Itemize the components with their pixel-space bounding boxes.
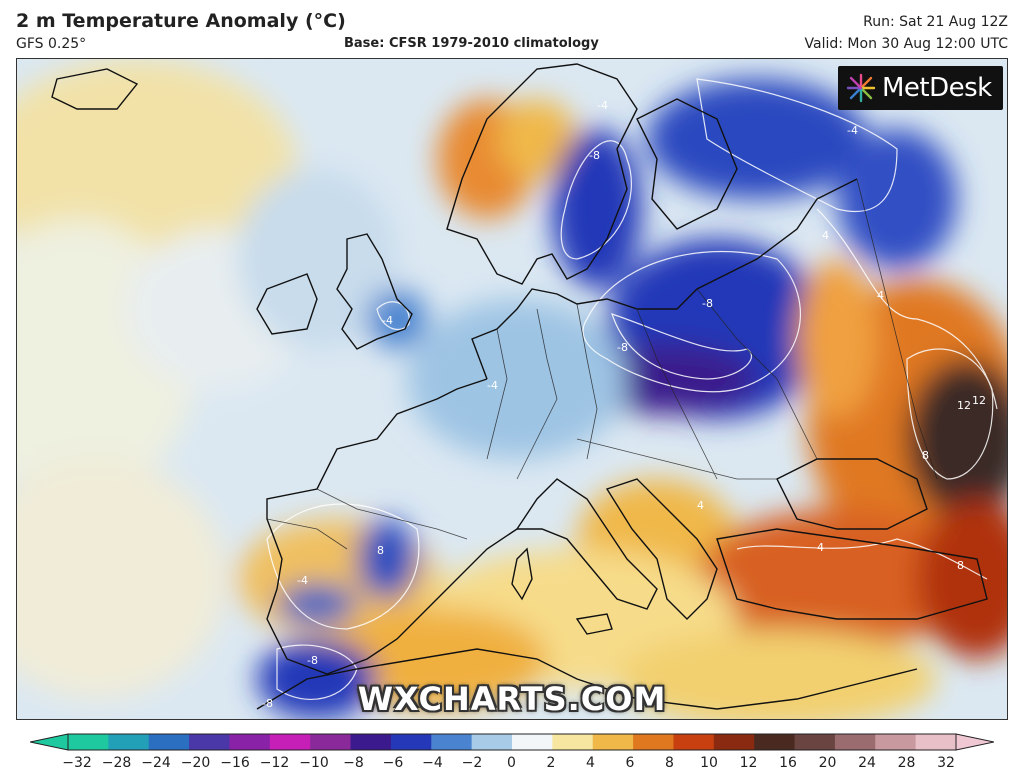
contour-label: 8 [377,544,384,557]
colorbar-tick-label: 32 [937,755,955,771]
colorbar-segment [875,734,917,750]
colorbar-segment [390,734,432,750]
contour-label: 4 [697,499,704,512]
colorbar-segment [148,734,190,750]
colorbar-segment [68,734,109,750]
run-time-label: Run: Sat 21 Aug 12Z [863,14,1008,30]
contour-label: 12 [972,394,986,407]
contour-label: -8 [589,149,600,162]
colorbar-tick-label: −10 [299,755,329,771]
contour-label: -8 [307,654,318,667]
logo-text: MetDesk [882,73,992,103]
contour-label: 8 [957,559,964,572]
contour-label: 12 [957,399,971,412]
contour-label: -4 [297,574,308,587]
colorbar-segment [915,734,957,750]
colorbar-low-arrow [30,733,69,751]
watermark: WXCHARTS.COM [357,680,667,718]
colorbar-tick-label: 8 [665,755,674,771]
colorbar-tick-label: 6 [625,755,635,771]
colorbar-tick-label: 16 [779,755,797,771]
colorbar-segment [108,734,150,750]
colorbar-segment [310,734,352,750]
country-borders [266,178,938,550]
climatology-base-label: Base: CFSR 1979-2010 climatology [344,36,599,51]
contour-labels: -4 -8 -4 -4 -8 -8 -4 4 4 8 12 12 8 4 8 -… [262,99,986,710]
colorbar-segment [633,734,674,750]
colorbar-tick-label: −2 [461,755,483,771]
colorbar-segment [471,734,513,750]
colorbar-segment [713,734,755,750]
contour-label: -4 [847,124,858,137]
colorbar-ticks: −32 −28 −24 −20 −16 −12 −10 −8 −6 −4 −2 0 2 4 6 8 10 12 16… [0,755,1024,779]
contour-label: 4 [822,229,829,242]
colorbar-tick-label: −20 [180,755,211,771]
contour-label: -8 [617,341,628,354]
contour-label: -4 [487,379,498,392]
contour-label: 4 [877,289,884,302]
colorbar-high-arrow [955,733,994,751]
colorbar-segment [229,734,271,750]
contour-label: -8 [702,297,713,310]
chart-title: 2 m Temperature Anomaly (°C) [16,10,346,32]
colorbar-segment [592,734,634,750]
model-label: GFS 0.25° [16,36,87,52]
colorbar-tick-label: −24 [141,755,171,771]
contour-label: -4 [597,99,608,112]
contour-label: -4 [382,314,393,327]
colorbar-segment [552,734,594,750]
metdesk-starburst-icon [846,73,876,103]
colorbar-tick-label: 20 [818,755,837,771]
contour-label: 4 [817,541,824,554]
colorbar-tick-label: −28 [101,755,132,771]
colorbar-tick-label: −12 [259,755,290,771]
anomaly-map: -4 -8 -4 -4 -8 -8 -4 4 4 8 12 12 8 4 8 -… [16,58,1008,720]
colorbar [30,733,994,751]
chart-header: 2 m Temperature Anomaly (°C) GFS 0.25° B… [0,0,1024,58]
colorbar-tick-label: 10 [700,755,718,771]
colorbar-tick-label: 12 [739,755,758,771]
contour-label: -8 [262,697,273,710]
colorbar-segment [269,734,311,750]
colorbar-tick-label: −16 [220,755,250,771]
contour-lines [266,78,998,700]
colorbar-segment [431,734,473,750]
colorbar-tick-label: −6 [382,755,404,771]
colorbar-segment [673,734,715,750]
colorbar-segment [794,734,836,750]
colorbar-tick-label: 4 [586,755,595,771]
colorbar-segment [350,734,392,750]
colorbar-tick-label: 28 [897,755,916,771]
metdesk-logo: MetDesk [838,66,1003,110]
valid-time-label: Valid: Mon 30 Aug 12:00 UTC [804,36,1008,52]
colorbar-tick-label: −8 [343,755,364,771]
colorbar-frame [67,733,957,751]
colorbar-tick-label: −32 [62,755,92,771]
anomaly-field [17,59,1007,719]
colorbar-segment [512,734,553,750]
colorbar-tick-label: −4 [422,755,443,771]
contour-label: 8 [922,449,929,462]
coastlines [51,63,988,710]
map-canvas: -4 -8 -4 -4 -8 -8 -4 4 4 8 12 12 8 4 8 -… [17,59,1007,719]
colorbar-tick-label: 0 [507,755,516,771]
colorbar-segment [189,734,230,750]
colorbar-segment [834,734,876,750]
colorbar-tick-label: 2 [546,755,556,771]
colorbar-segment [754,734,796,750]
colorbar-tick-label: 24 [858,755,876,771]
